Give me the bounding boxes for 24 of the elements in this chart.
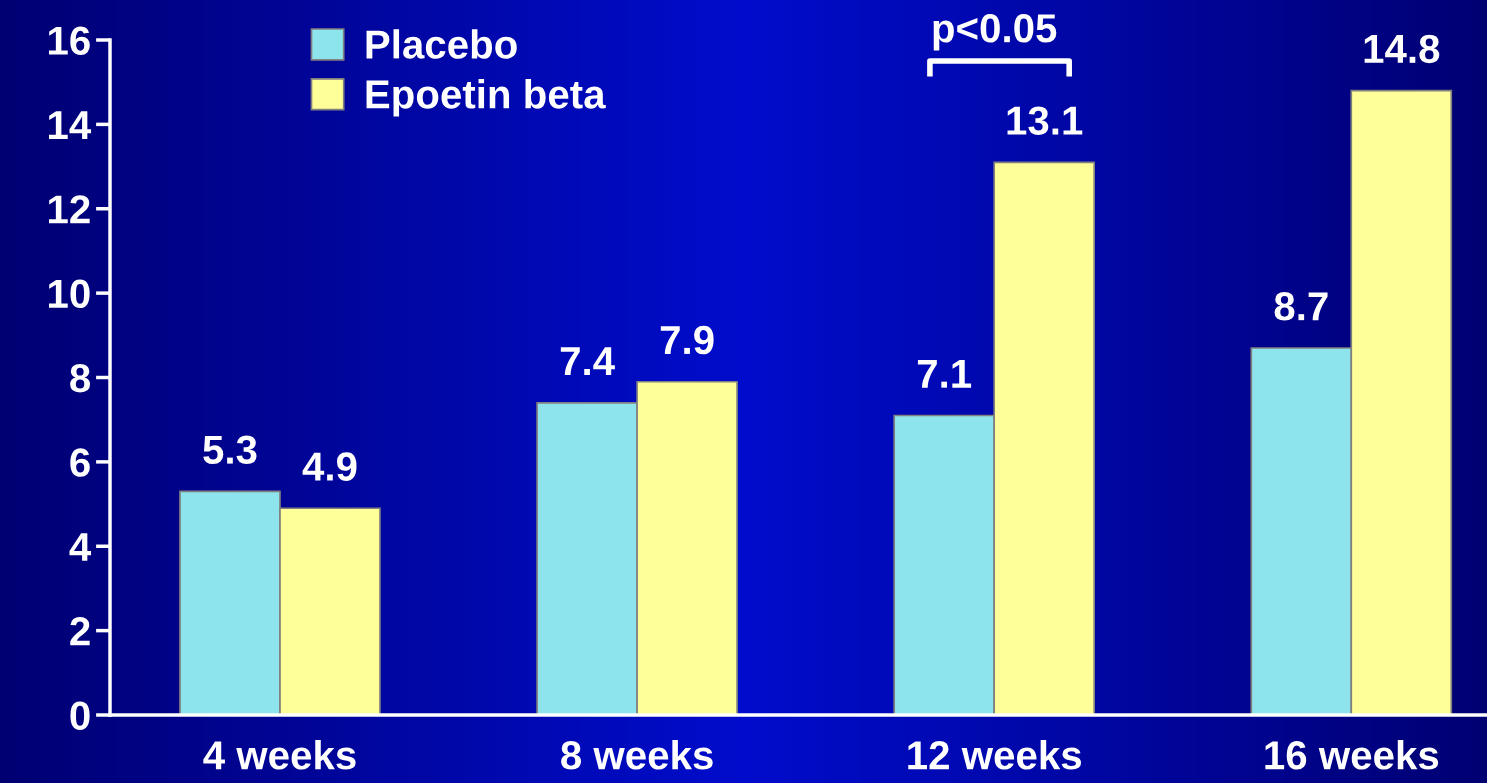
data-label: 4.9 — [302, 452, 357, 481]
annotation: p<0.05 — [933, 14, 1057, 51]
y-tick-label: 14 — [48, 111, 92, 139]
data-label: 5.3 — [203, 435, 257, 465]
legend-label: Placebo — [366, 29, 517, 59]
y-tick-label: 4 — [69, 533, 92, 561]
y-tick-label: 8 — [70, 363, 91, 393]
y-tick-label: 16 — [48, 26, 90, 55]
data-label: 7.9 — [660, 325, 714, 355]
y-tick-label: 0 — [70, 701, 90, 730]
y-tick-label: 6 — [70, 448, 90, 477]
y-tick-label: 2 — [70, 617, 90, 646]
data-label: 7.1 — [917, 359, 972, 388]
legend-label: Epoetin beta — [366, 79, 606, 117]
data-label: 7.4 — [560, 347, 615, 376]
data-label: 13.1 — [1007, 106, 1083, 135]
x-tick-label: 12 weeks — [908, 740, 1082, 770]
data-label: 14.8 — [1364, 34, 1440, 64]
x-tick-label: 8 weeks — [561, 740, 713, 770]
x-tick-label: 4 weeks — [203, 740, 356, 770]
data-label: 8.7 — [1274, 292, 1328, 321]
x-tick-label: 16 weeks — [1265, 740, 1439, 770]
y-tick-label: 12 — [48, 195, 90, 224]
y-tick-label: 10 — [48, 279, 90, 309]
